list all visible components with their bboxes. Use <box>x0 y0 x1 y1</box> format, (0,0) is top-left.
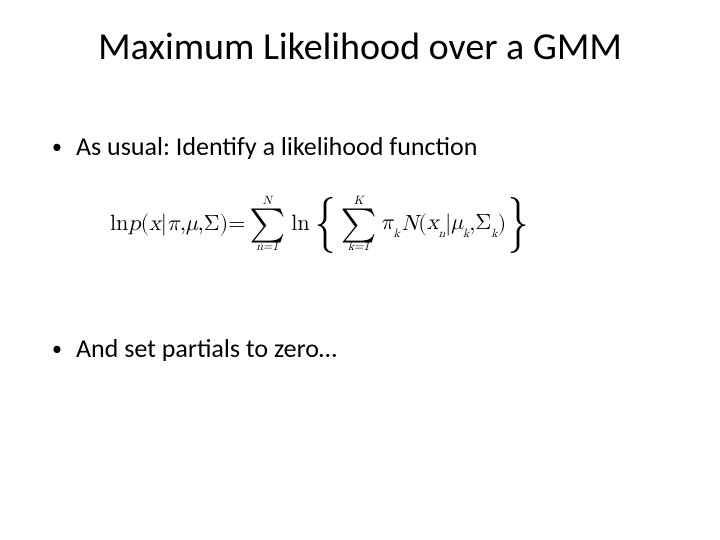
eq-sum2-bot: k=1 <box>348 241 370 253</box>
eq-sum-outer: N ∑ n=1 <box>249 195 285 253</box>
eq-mu-k: μk <box>451 210 469 238</box>
eq-xn: xn <box>427 210 445 238</box>
bullet-dot-icon: • <box>52 132 62 162</box>
bullet-item-2: • And set partials to zero… <box>52 332 337 364</box>
eq-pi-k-sym: π <box>380 212 393 234</box>
likelihood-equation: ln p ( x | π , μ , Σ ) = N ∑ n=1 ln { K … <box>110 184 530 264</box>
eq-pi: π <box>167 211 180 237</box>
slide: Maximum Likelihood over a GMM • As usual… <box>0 0 720 540</box>
eq-Sigma-k-sub: k <box>491 228 497 240</box>
eq-mu: μ <box>186 211 198 237</box>
slide-title: Maximum Likelihood over a GMM <box>0 24 720 70</box>
eq-mu-k-sub: k <box>463 228 469 240</box>
bullet-item-1: • As usual: Identify a likelihood functi… <box>52 130 477 162</box>
eq-open-paren: ( <box>141 211 150 237</box>
brace-close-icon: } <box>508 194 529 250</box>
eq-sum1-top: N <box>263 195 272 207</box>
eq-pi-k-sub: k <box>393 228 399 240</box>
eq-equals: = <box>228 211 245 237</box>
sigma-icon-2: ∑ <box>341 209 377 239</box>
eq-sum1-bot: n=1 <box>256 241 278 253</box>
bullet-text-2: And set partials to zero… <box>76 332 337 364</box>
bullet-text-1: As usual: Identify a likelihood function <box>76 130 477 162</box>
eq-x: x <box>149 211 161 237</box>
eq-xn-sym: x <box>427 212 439 234</box>
eq-Sigma: Σ <box>204 211 220 237</box>
eq-ln2: ln <box>291 211 309 237</box>
eq-N: N <box>402 211 419 237</box>
eq-p: p <box>128 211 140 237</box>
eq-xn-sub: n <box>438 228 445 240</box>
bullet-dot-icon-2: • <box>52 334 62 364</box>
eq-sum-inner: K ∑ k=1 <box>341 195 377 253</box>
eq-ln: ln <box>110 211 128 237</box>
eq-Sigma-k: Σk <box>475 210 497 238</box>
eq-sum2-top: K <box>354 195 363 207</box>
eq-pi-k: πk <box>380 210 399 238</box>
eq-inner-close: ) <box>498 211 507 237</box>
eq-mu-k-sym: μ <box>451 212 463 234</box>
brace-open-icon: { <box>314 194 335 250</box>
sigma-icon: ∑ <box>249 209 285 239</box>
eq-close-paren: ) <box>220 211 229 237</box>
eq-inner-open: ( <box>418 211 427 237</box>
eq-Sigma-k-sym: Σ <box>475 212 491 234</box>
